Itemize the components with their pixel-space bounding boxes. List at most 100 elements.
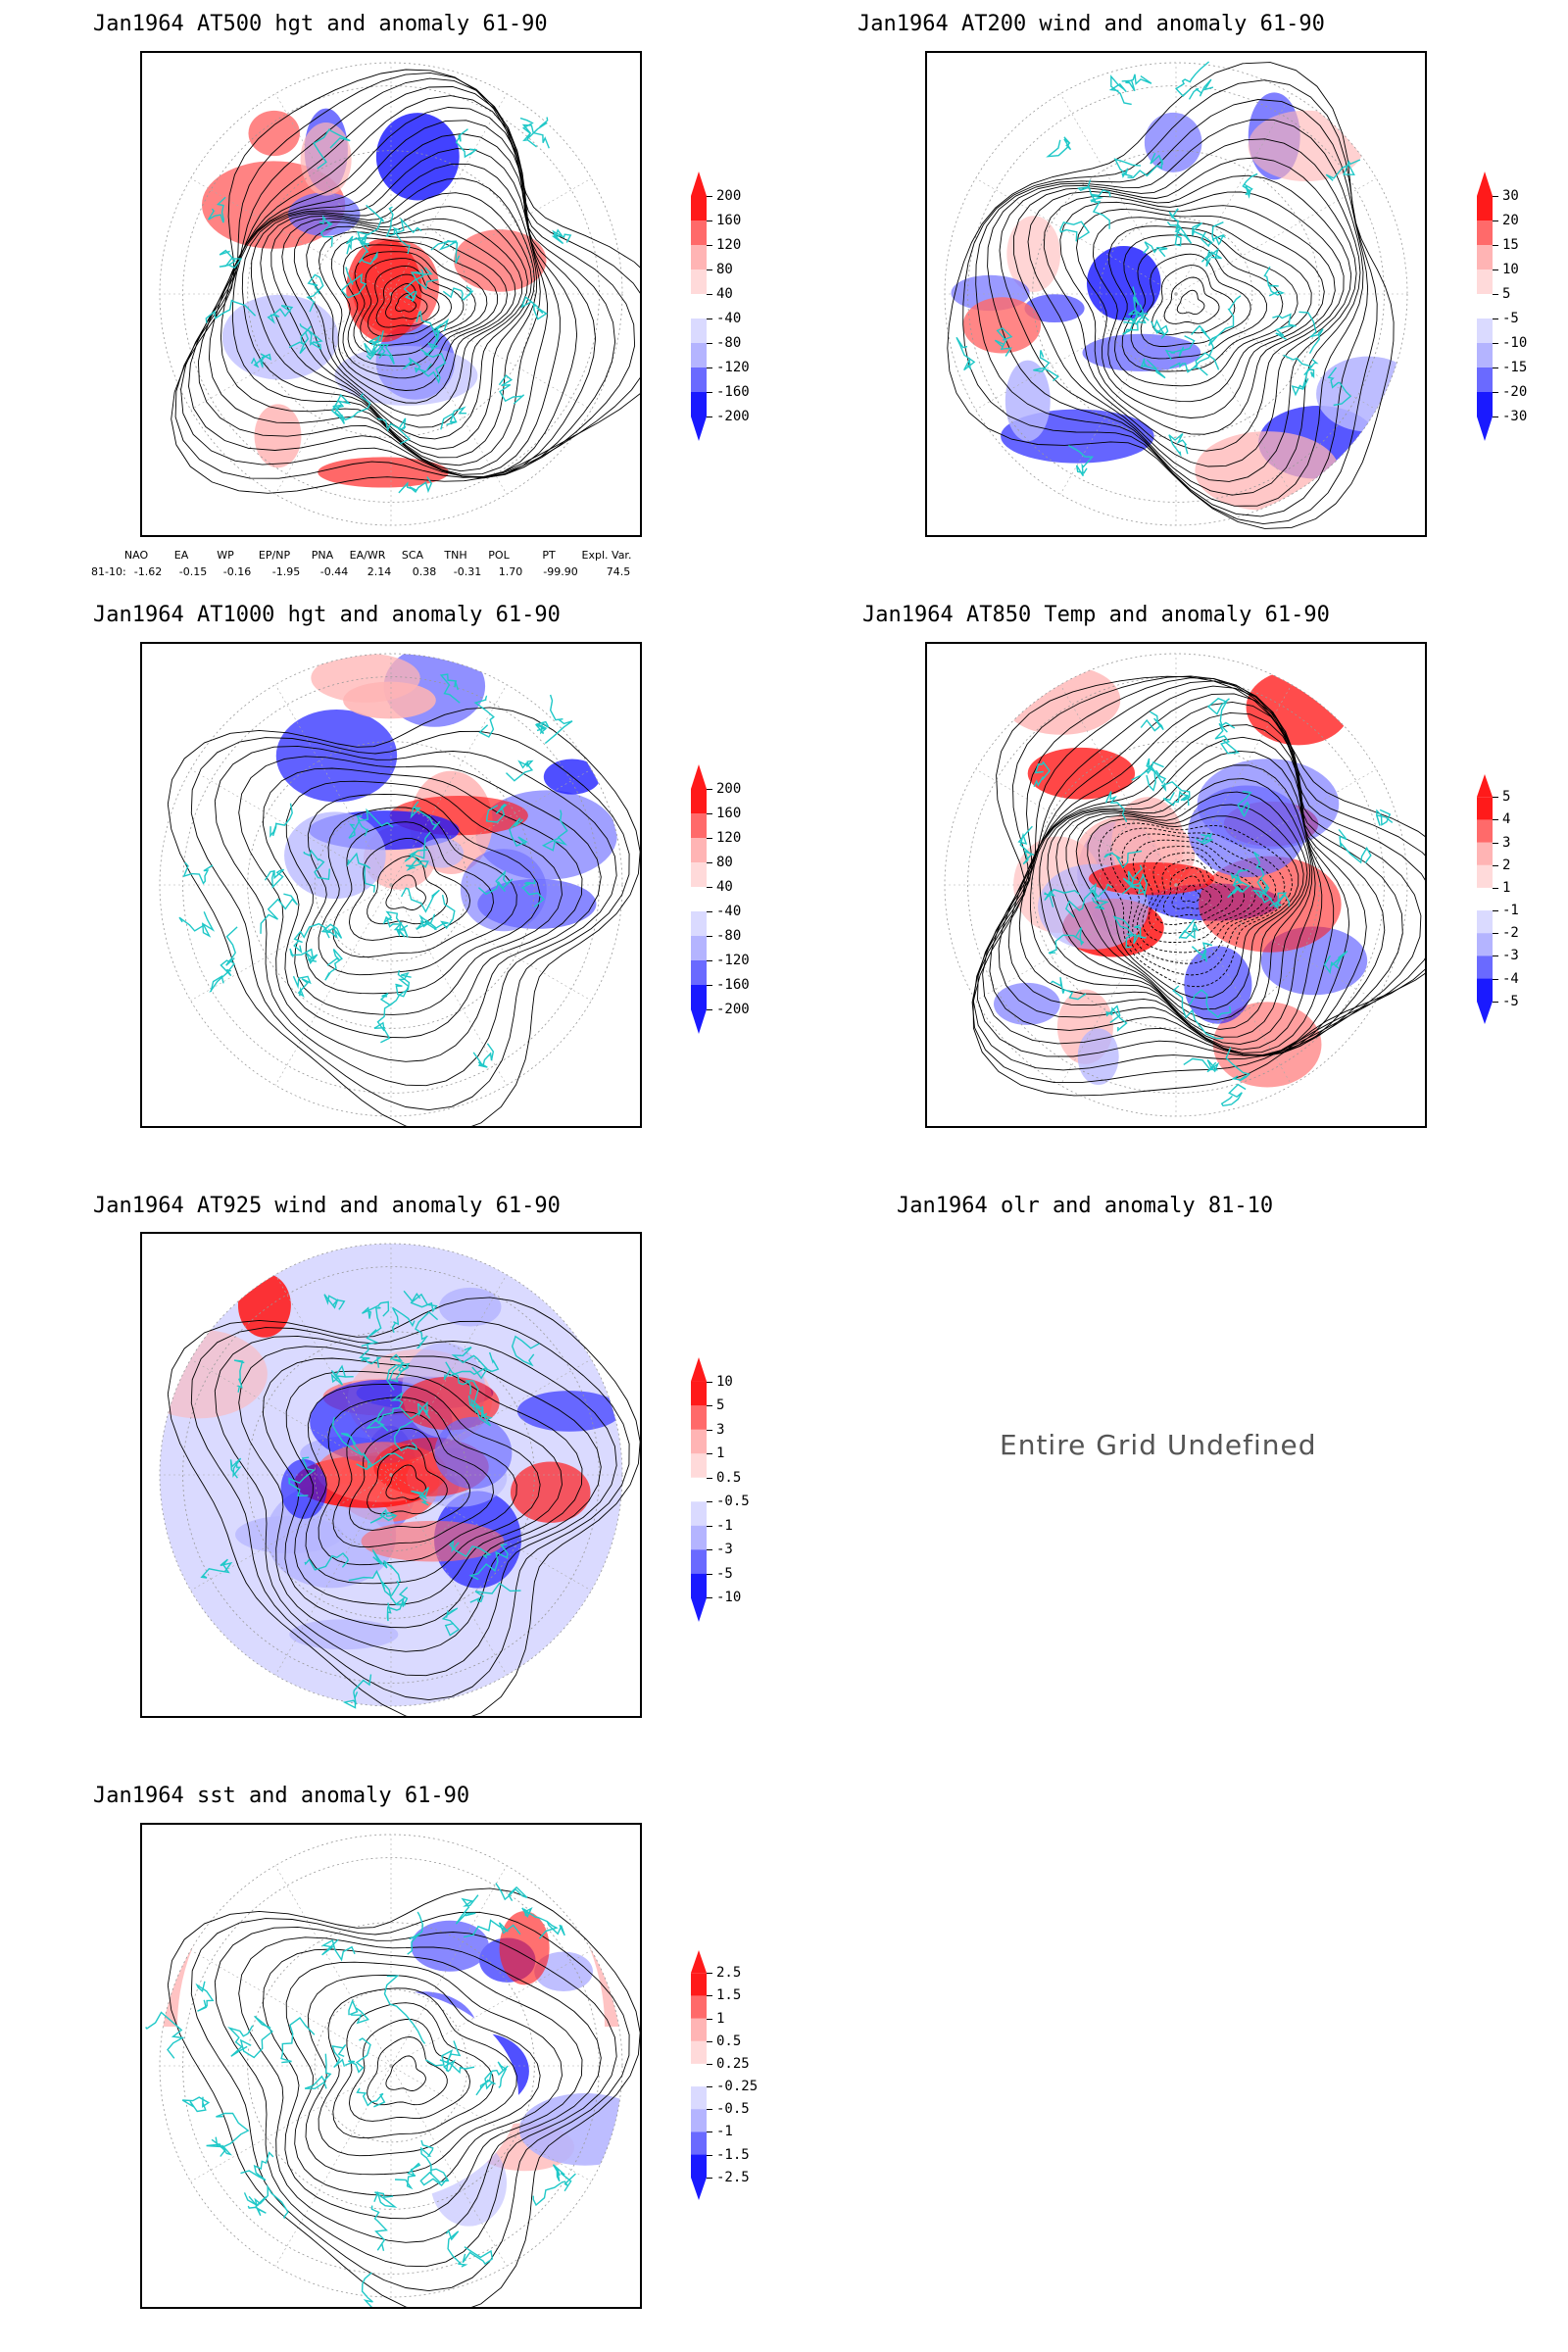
coastline xyxy=(1196,832,1213,845)
colorbar-tick xyxy=(1493,1001,1498,1003)
coastline xyxy=(385,206,401,237)
latitude-circle xyxy=(967,85,1385,503)
colorbar-tick xyxy=(707,985,712,986)
colorbar-label: -20 xyxy=(1502,384,1528,400)
colorbar-tick xyxy=(707,1501,712,1503)
coastline xyxy=(195,1981,215,2012)
contour-line xyxy=(989,693,1386,1056)
meridian-line xyxy=(390,884,592,1002)
anomaly-patch xyxy=(375,113,460,201)
colorbar-tick xyxy=(707,960,712,961)
colorbar-swatch xyxy=(691,2040,707,2065)
colorbar-tick xyxy=(707,416,712,417)
meridian-line xyxy=(274,884,392,1086)
contour-line xyxy=(1065,791,1308,1021)
meridian-line xyxy=(274,93,392,295)
coastline xyxy=(498,374,525,405)
colorbar-swatch xyxy=(1477,819,1493,844)
contour-line xyxy=(318,1987,517,2157)
coastline xyxy=(292,975,312,999)
colorbar-tick xyxy=(1493,220,1498,221)
anomaly-patch xyxy=(962,297,1042,354)
meridian-line xyxy=(274,1865,392,2067)
index-header: SCA xyxy=(401,549,424,562)
contour-line xyxy=(1132,839,1267,954)
meridian-line xyxy=(1059,93,1177,295)
meridian-line xyxy=(390,2065,508,2267)
map-disc xyxy=(993,664,1368,1088)
contour-line xyxy=(1075,804,1304,1010)
coastline xyxy=(1140,358,1166,379)
contour-line xyxy=(190,1320,630,1701)
coastline xyxy=(1227,874,1250,899)
coastline xyxy=(181,2096,211,2113)
anomaly-patch xyxy=(275,709,398,803)
coastline xyxy=(1046,136,1072,158)
index-header: WP xyxy=(217,549,234,562)
contour-line xyxy=(332,821,494,958)
coastline xyxy=(356,1452,404,1471)
colorbar-label: -5 xyxy=(1502,993,1519,1009)
coastline xyxy=(403,1290,438,1313)
colorbar-label: 3 xyxy=(1502,834,1511,851)
anomaly-patch xyxy=(1248,110,1364,182)
contour-line xyxy=(1121,833,1277,964)
coastline xyxy=(538,1921,565,1939)
coastline xyxy=(227,2025,254,2057)
polar-map-at1000 xyxy=(159,653,640,1126)
contour-line xyxy=(1076,208,1325,418)
meridian-line xyxy=(390,293,508,495)
colorbar-swatch xyxy=(1477,797,1493,820)
coastline xyxy=(348,1998,369,2025)
contour-line xyxy=(1108,225,1298,387)
contour-line xyxy=(360,258,465,346)
colorbar-tick xyxy=(707,245,712,246)
coastline xyxy=(1325,159,1361,181)
coastline xyxy=(418,353,447,384)
contour-line xyxy=(262,1948,583,2220)
meridian-line xyxy=(390,1474,592,1592)
coastline xyxy=(1252,851,1279,909)
colorbar-label: 2 xyxy=(1502,857,1511,873)
colorbar-swatch xyxy=(691,2177,707,2200)
index-header: PNA xyxy=(311,549,334,562)
colorbar-label: 200 xyxy=(716,188,742,204)
contour-line xyxy=(1163,276,1220,324)
contour-line xyxy=(999,138,1361,496)
coastline xyxy=(1168,432,1189,458)
colorbar-swatches xyxy=(691,1357,707,1622)
coastline xyxy=(229,1457,242,1479)
coastline xyxy=(393,1419,418,1451)
contour-line xyxy=(1055,778,1311,1030)
coastline xyxy=(1225,1047,1250,1082)
map-at500 xyxy=(140,51,642,537)
anomaly-patch xyxy=(1184,946,1252,1024)
coastline xyxy=(495,1883,528,1901)
meridian-line xyxy=(390,684,508,886)
colorbar-swatch xyxy=(691,1995,707,2020)
contour-line xyxy=(1176,289,1205,316)
colorbar-swatch xyxy=(691,1573,707,1598)
coastline xyxy=(293,922,327,955)
coastline xyxy=(1172,985,1224,1040)
colorbar-label: 160 xyxy=(716,213,742,228)
colorbar-tick xyxy=(1493,910,1498,912)
teleconnection-index-values: 81-10: -1.62 -0.15 -0.16 -1.95 -0.44 2.14 0.38 -… xyxy=(91,565,648,578)
coastline xyxy=(520,295,548,320)
colorbar-tick xyxy=(1493,978,1498,980)
coastline xyxy=(289,948,318,965)
meridian-line xyxy=(1175,93,1293,295)
coastline xyxy=(1175,61,1210,97)
colorbar-label: -1.5 xyxy=(716,2146,750,2163)
contour-line xyxy=(385,283,428,319)
contour-line xyxy=(250,163,538,459)
coastline xyxy=(1169,352,1220,373)
coastline xyxy=(1237,790,1252,818)
contour-line xyxy=(1030,736,1323,1051)
colorbar-tick xyxy=(707,1477,712,1479)
colorbar-swatch xyxy=(691,2132,707,2156)
coastline xyxy=(1251,876,1273,904)
colorbar-tick xyxy=(1493,842,1498,844)
coastline xyxy=(288,1456,317,1497)
colorbar-label: -3 xyxy=(716,1542,733,1558)
